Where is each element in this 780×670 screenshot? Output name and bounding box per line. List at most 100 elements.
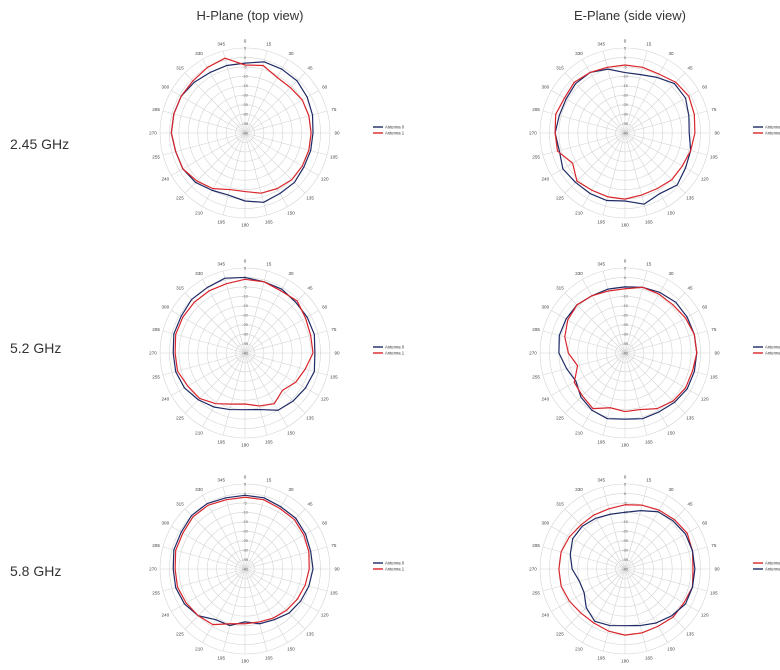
grid-spoke [244,132,328,156]
grid-spoke [564,72,626,134]
angle-tick-label: 330 [195,271,203,276]
grid-spoke [171,526,246,570]
angle-tick-label: 330 [195,487,203,492]
angle-tick-label: 135 [686,416,694,421]
radial-tick-label: 0 [624,491,627,496]
angle-tick-label: 60 [702,305,708,310]
radial-tick-label: -10 [622,294,629,299]
grid-spoke [244,132,268,216]
grid-spoke [244,526,319,570]
angle-tick-label: 300 [541,85,549,90]
angle-tick-label: 195 [217,219,225,224]
grid-spoke [202,59,246,134]
grid-spoke [602,50,626,134]
angle-tick-label: 330 [575,271,583,276]
angle-tick-label: 60 [322,85,328,90]
radial-tick-label: -10 [622,74,629,79]
grid-spoke [244,132,288,207]
grid-spoke [564,352,626,414]
grid-spoke [542,352,626,376]
angle-tick-label: 75 [331,107,337,112]
angle-tick-label: 255 [152,590,160,595]
grid-spoke [624,352,648,436]
grid-spoke [582,352,626,427]
radial-tick-label: -25 [242,538,249,543]
angle-tick-label: 210 [195,430,203,435]
grid-spoke [202,568,246,643]
angle-tick-label: 165 [265,219,273,224]
grid-spoke [171,132,246,176]
grid-spoke [244,568,268,652]
radial-tick-label: 5 [244,45,247,50]
e-plane-title: E-Plane (side view) [574,8,686,23]
radial-tick-label: -5 [243,64,247,69]
angle-tick-label: 60 [702,521,708,526]
angle-tick-label: 15 [266,42,272,47]
angle-tick-label: 150 [667,430,675,435]
angle-tick-label: 165 [645,219,653,224]
angle-tick-label: 135 [686,632,694,637]
angle-tick-label: 0 [624,39,627,44]
angle-tick-label: 75 [331,327,337,332]
angle-tick-label: 120 [701,177,709,182]
angle-tick-label: 30 [668,271,674,276]
angle-tick-label: 45 [307,502,313,507]
grid-spoke [624,330,708,354]
angle-tick-label: 285 [152,107,160,112]
angle-tick-label: 180 [241,443,249,448]
grid-spoke [551,352,626,396]
angle-tick-label: 300 [161,85,169,90]
angle-tick-label: 0 [624,259,627,264]
angle-tick-label: 75 [711,107,717,112]
radial-tick-label: -10 [242,294,249,299]
radial-tick-label: -30 [242,112,249,117]
grid-spoke [244,568,306,630]
angle-tick-label: 150 [287,430,295,435]
angle-tick-label: 345 [217,42,225,47]
angle-tick-label: 300 [161,521,169,526]
angle-tick-label: 135 [306,632,314,637]
radial-tick-label: -15 [242,83,249,88]
grid-spoke [564,292,626,354]
grid-spoke [624,568,686,630]
grid-spoke [602,352,626,436]
angle-tick-label: 270 [529,351,537,356]
polar-chart-e-plane-5-2-ghz: 0 15 30 45 60 75 90 105 120 135 150 165 180 195 210 225… [529,259,780,448]
angle-tick-label: 300 [161,305,169,310]
radial-tick-label: -35 [622,557,629,562]
trace-antenna-1 [558,504,694,636]
polar-chart-e-plane-5-8-ghz: 0 15 30 45 60 75 90 105 120 135 150 165 180 195 210 225… [529,475,780,664]
legend-label: Antenna 1 [385,351,405,356]
angle-tick-label: 15 [646,42,652,47]
grid-spoke [582,279,626,354]
grid-spoke [244,568,288,643]
angle-tick-label: 270 [529,567,537,572]
angle-tick-label: 75 [711,543,717,548]
grid-spoke [624,279,668,354]
angle-tick-label: 210 [195,646,203,651]
angle-tick-label: 180 [621,223,629,228]
angle-tick-label: 45 [307,66,313,71]
grid-spoke [244,279,288,354]
radial-tick-label: -5 [623,64,627,69]
trace-antenna-0 [172,494,314,627]
angle-tick-label: 75 [331,543,337,548]
angle-tick-label: 195 [597,655,605,660]
trace-antenna-0 [172,276,316,411]
legend-label: Antenna 0 [385,125,405,130]
radial-tick-label: -5 [623,500,627,505]
grid-spoke [542,568,626,592]
radial-tick-label: -35 [622,121,629,126]
radial-tick-label: 5 [244,265,247,270]
grid-spoke [244,110,328,134]
angle-tick-label: 90 [714,131,720,136]
radial-tick-label: -40 [242,350,249,355]
angle-tick-label: 300 [541,305,549,310]
legend-label: Antenna 0 [765,567,780,572]
grid-spoke [624,568,668,643]
grid-spoke [551,132,626,176]
grid-spoke [162,132,246,156]
grid-spoke [602,568,626,652]
angle-tick-label: 240 [161,177,169,182]
angle-tick-label: 150 [667,646,675,651]
